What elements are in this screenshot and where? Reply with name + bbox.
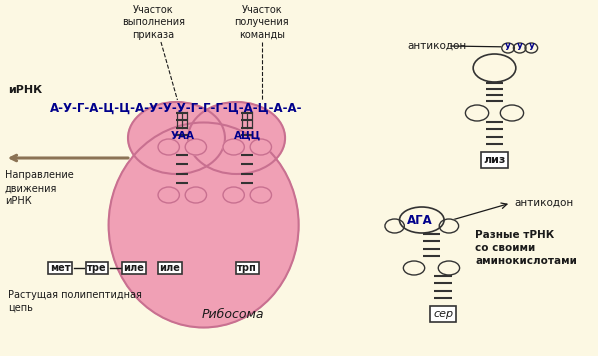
Ellipse shape <box>109 122 298 328</box>
Text: мет: мет <box>50 263 71 273</box>
Ellipse shape <box>250 187 271 203</box>
Text: Растущая полипептидная
цепь: Растущая полипептидная цепь <box>8 290 142 313</box>
Ellipse shape <box>438 261 460 275</box>
Ellipse shape <box>501 105 524 121</box>
Ellipse shape <box>223 139 245 155</box>
Ellipse shape <box>399 207 444 233</box>
Text: антикодон: антикодон <box>514 198 573 208</box>
Text: Участок
выполнения
приказа: Участок выполнения приказа <box>122 5 185 40</box>
Ellipse shape <box>502 43 514 53</box>
Text: иле: иле <box>159 263 180 273</box>
Text: иРНК: иРНК <box>8 85 42 95</box>
Text: трп: трп <box>237 263 257 273</box>
Ellipse shape <box>473 54 516 82</box>
Text: А-У-Г-А-Ц-Ц-А-У-У-У-Г-Г-Г-Ц-А-Ц-А-А-: А-У-Г-А-Ц-Ц-А-У-У-У-Г-Г-Г-Ц-А-Ц-А-А- <box>50 101 303 115</box>
Text: тре: тре <box>87 263 107 273</box>
Ellipse shape <box>158 139 179 155</box>
Ellipse shape <box>223 187 245 203</box>
Ellipse shape <box>128 102 225 174</box>
Text: У: У <box>517 43 523 52</box>
Ellipse shape <box>440 219 459 233</box>
Ellipse shape <box>385 219 404 233</box>
Text: антикодон: антикодон <box>407 41 466 51</box>
Text: У: У <box>505 43 511 52</box>
Ellipse shape <box>185 187 206 203</box>
Ellipse shape <box>465 105 489 121</box>
Text: АГА: АГА <box>407 214 433 226</box>
Ellipse shape <box>404 261 425 275</box>
Ellipse shape <box>188 102 285 174</box>
Ellipse shape <box>158 187 179 203</box>
Text: иле: иле <box>123 263 144 273</box>
Text: УАА: УАА <box>170 131 194 141</box>
Text: Рибосома: Рибосома <box>202 309 264 321</box>
Ellipse shape <box>250 139 271 155</box>
Text: лиз: лиз <box>483 155 506 165</box>
Text: Участок
получения
команды: Участок получения команды <box>234 5 289 40</box>
Text: Разные тРНК
со своими
аминокислотами: Разные тРНК со своими аминокислотами <box>475 230 577 266</box>
Text: АЦЦ: АЦЦ <box>234 131 261 141</box>
Ellipse shape <box>185 139 206 155</box>
Text: У: У <box>529 43 534 52</box>
Text: Направление
движения
иРНК: Направление движения иРНК <box>5 170 74 206</box>
Ellipse shape <box>525 43 538 53</box>
Ellipse shape <box>514 43 526 53</box>
Text: сер: сер <box>433 309 453 319</box>
